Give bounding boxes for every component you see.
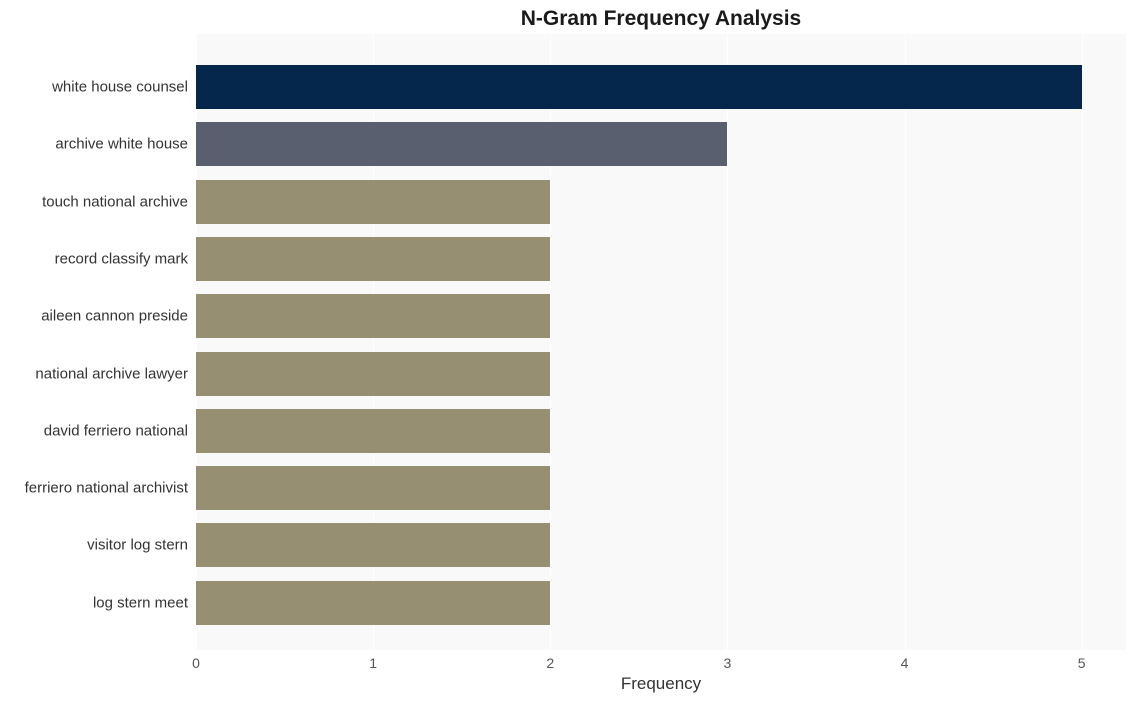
y-tick-label: ferriero national archivist: [0, 480, 188, 497]
bar: [196, 65, 1126, 109]
bar-fill: [196, 581, 550, 625]
bar: [196, 409, 1126, 453]
y-tick-label: visitor log stern: [0, 537, 188, 554]
bar-fill: [196, 409, 550, 453]
x-tick-label: 5: [1078, 655, 1086, 671]
bar-fill: [196, 294, 550, 338]
bar-fill: [196, 523, 550, 567]
bar-fill: [196, 180, 550, 224]
x-tick-label: 1: [369, 655, 377, 671]
x-tick-label: 0: [192, 655, 200, 671]
y-tick-label: national archive lawyer: [0, 365, 188, 382]
bar: [196, 466, 1126, 510]
bar: [196, 237, 1126, 281]
bar-fill: [196, 237, 550, 281]
bar-fill: [196, 122, 727, 166]
bar-fill: [196, 352, 550, 396]
x-tick-label: 2: [546, 655, 554, 671]
x-axis-title: Frequency: [196, 674, 1126, 694]
bar: [196, 122, 1126, 166]
x-tick-label: 4: [901, 655, 909, 671]
bar: [196, 581, 1126, 625]
y-tick-label: archive white house: [0, 136, 188, 153]
bar: [196, 294, 1126, 338]
y-tick-label: record classify mark: [0, 250, 188, 267]
bar: [196, 352, 1126, 396]
bar: [196, 523, 1126, 567]
bar-fill: [196, 466, 550, 510]
chart-title: N-Gram Frequency Analysis: [196, 7, 1126, 31]
x-tick-label: 3: [724, 655, 732, 671]
y-tick-label: aileen cannon preside: [0, 308, 188, 325]
ngram-chart: N-Gram Frequency Analysis Frequency 0 1 2 3…: [0, 0, 1136, 701]
bar-fill: [196, 65, 1082, 109]
bar: [196, 180, 1126, 224]
y-tick-label: white house counsel: [0, 79, 188, 96]
y-tick-label: log stern meet: [0, 594, 188, 611]
y-tick-label: touch national archive: [0, 193, 188, 210]
y-tick-label: david ferriero national: [0, 422, 188, 439]
